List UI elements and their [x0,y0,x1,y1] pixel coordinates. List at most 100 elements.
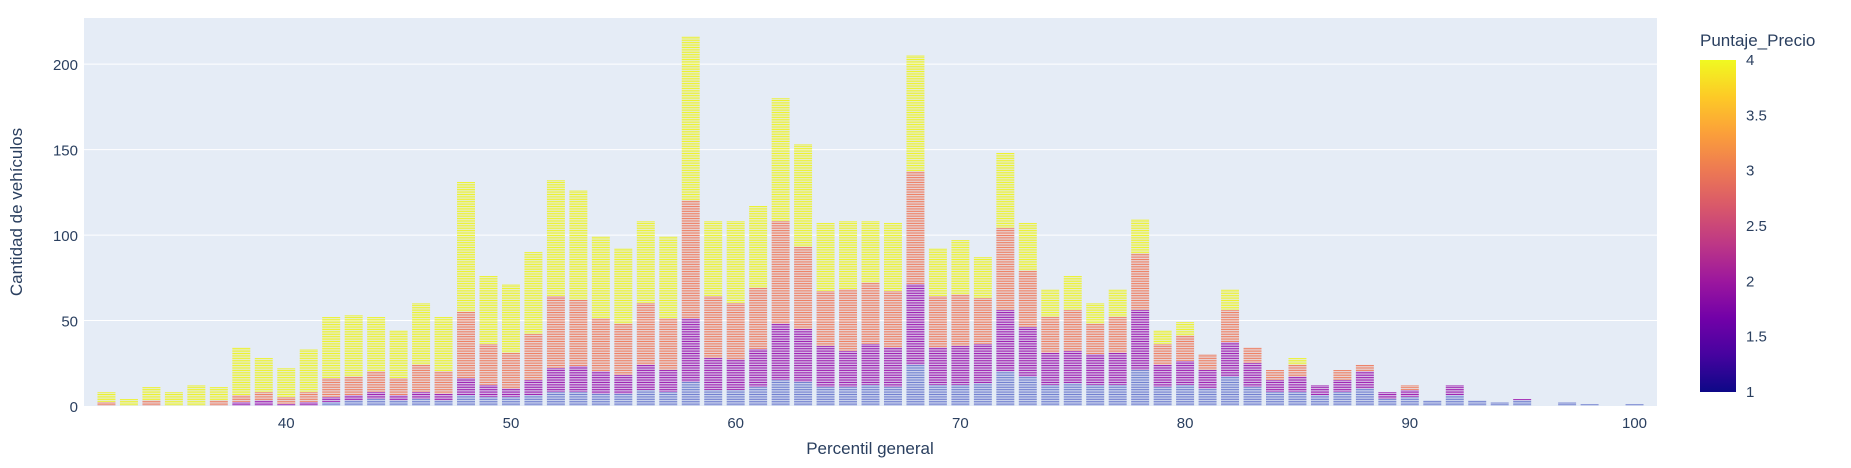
bar-segment [322,371,341,373]
bar-segment [906,62,925,64]
bar-segment [479,395,498,397]
bar-segment [457,272,476,274]
bar-segment [906,158,925,160]
bar-segment [569,318,588,320]
bar-segment [906,255,925,257]
bar-segment [614,370,633,372]
bar-segment [839,322,858,324]
bar-segment [1176,354,1195,356]
bar-segment [479,320,498,322]
bar-segment [794,329,813,331]
bar-segment [569,351,588,353]
bar-segment [299,359,318,361]
bar-segment [1333,402,1352,404]
bar-segment [1355,392,1374,394]
bar-stack [1198,354,1217,406]
bar-segment [771,322,790,324]
bar-segment [299,394,318,395]
bar-segment [726,325,745,327]
bar-segment [591,359,610,361]
bar-segment [254,394,273,395]
bar-segment [794,158,813,160]
bar-segment [883,364,902,366]
bar-segment [164,397,183,399]
x-tick-label: 50 [503,415,520,432]
bar-segment [636,274,655,276]
bar-segment [1468,400,1487,402]
bar-segment [479,349,498,351]
bar-segment [906,64,925,66]
bar-segment [839,382,858,384]
bar-segment [681,105,700,107]
bar-segment [524,317,543,319]
bar-segment [1086,394,1105,395]
bar-segment [1086,323,1105,325]
bar-segment [546,211,565,213]
bar-segment [524,341,543,342]
bar-segment [457,274,476,276]
bar-segment [434,341,453,342]
bar-segment [681,221,700,223]
bar-segment [816,313,835,315]
bar-segment [1153,359,1172,361]
bar-segment [614,342,633,344]
bar-segment [1153,395,1172,397]
bar-segment [951,311,970,313]
bar-segment [794,325,813,327]
bar-segment [996,187,1015,189]
bar-segment [973,344,992,346]
bar-segment [681,274,700,276]
bar-segment [794,255,813,257]
bar-segment [636,361,655,363]
bar-segment [1018,368,1037,370]
bar-segment [951,390,970,392]
bar-segment [636,293,655,295]
bar-segment [367,347,386,349]
bar-segment [681,48,700,50]
bar-segment [479,313,498,315]
bar-segment [457,259,476,260]
bar-segment [1400,385,1419,387]
bar-segment [1063,277,1082,279]
bar-segment [816,358,835,360]
bar-segment [681,364,700,366]
bar-segment [749,313,768,315]
bar-segment [906,264,925,266]
bar-segment [591,385,610,387]
bar-segment [794,376,813,378]
bar-segment [681,52,700,54]
bar-segment [457,200,476,202]
bar-segment [479,380,498,382]
bar-segment [883,349,902,351]
bar-segment [457,238,476,240]
bar-segment [591,323,610,325]
bar-segment [1018,233,1037,235]
bar-segment [1086,306,1105,308]
bar-segment [1288,370,1307,372]
bar-segment [591,288,610,290]
bar-segment [1198,399,1217,401]
bar-segment [457,382,476,384]
bar-segment [1355,402,1374,404]
bar-segment [749,349,768,351]
bar-segment [659,308,678,310]
bar-segment [434,371,453,373]
bar-segment [771,228,790,230]
bar-segment [412,323,431,325]
bar-segment [996,344,1015,346]
bar-segment [659,252,678,254]
bar-segment [816,310,835,312]
bar-segment [1333,392,1352,394]
bar-segment [771,385,790,387]
bar-segment [816,368,835,370]
bar-segment [322,347,341,349]
bar-segment [546,253,565,255]
bar-segment [322,363,341,365]
bar-segment [569,399,588,401]
bar-segment [996,207,1015,209]
bar-segment [794,296,813,298]
bar-segment [322,335,341,337]
bar-segment [569,228,588,230]
bar-segment [928,317,947,319]
bar-segment [209,387,228,389]
